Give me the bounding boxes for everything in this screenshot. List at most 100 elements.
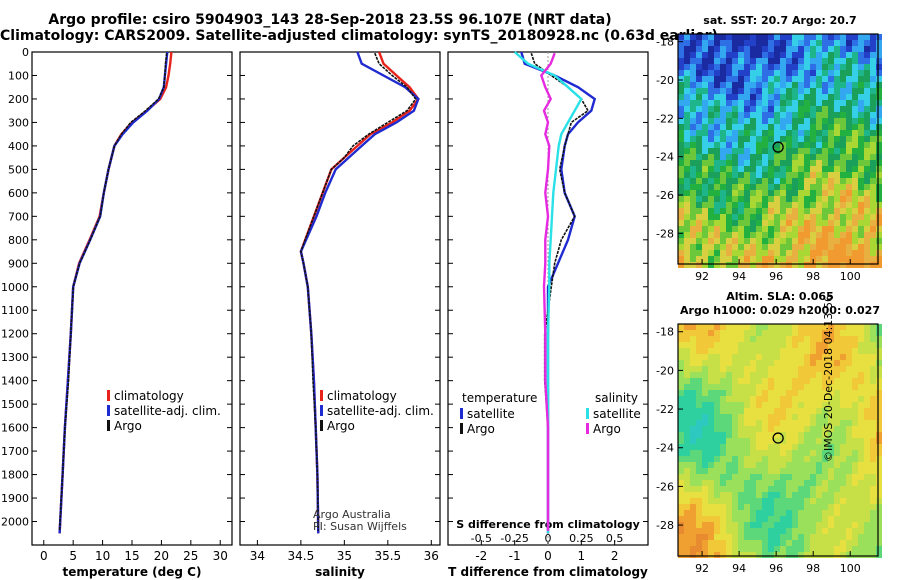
map-pixel: [840, 444, 846, 450]
map-pixel: [714, 540, 720, 546]
map-pixel: [696, 474, 702, 480]
map-pixel: [840, 142, 846, 148]
map-pixel: [702, 492, 708, 498]
map-pixel: [756, 238, 762, 244]
map-pixel: [744, 154, 750, 160]
map-pixel: [828, 148, 834, 154]
map-pixel: [762, 112, 768, 118]
map-pixel: [744, 130, 750, 136]
map-pixel: [720, 456, 726, 462]
map-pixel: [732, 196, 738, 202]
map-pixel: [810, 262, 816, 268]
map-pixel: [696, 142, 702, 148]
map-pixel: [858, 136, 864, 142]
map-pixel: [708, 238, 714, 244]
map-pixel: [690, 106, 696, 112]
legend-swatch: [460, 423, 463, 434]
map-pixel: [816, 324, 822, 330]
map-pixel: [852, 510, 858, 516]
map-pixel: [732, 88, 738, 94]
map-pixel: [744, 166, 750, 172]
map-pixel: [726, 438, 732, 444]
map-pixel: [786, 100, 792, 106]
map-pixel: [858, 480, 864, 486]
map-pixel: [702, 238, 708, 244]
sst-x-tick-label: 94: [732, 270, 746, 283]
map-pixel: [840, 414, 846, 420]
map-pixel: [696, 184, 702, 190]
map-pixel: [840, 118, 846, 124]
map-pixel: [726, 378, 732, 384]
map-pixel: [726, 76, 732, 82]
map-pixel: [768, 178, 774, 184]
map-pixel: [690, 250, 696, 256]
map-pixel: [822, 324, 828, 330]
map-pixel: [858, 100, 864, 106]
map-pixel: [840, 426, 846, 432]
map-pixel: [870, 498, 876, 504]
map-pixel: [810, 324, 816, 330]
map-pixel: [840, 516, 846, 522]
map-pixel: [870, 474, 876, 480]
map-pixel: [846, 136, 852, 142]
map-pixel: [708, 184, 714, 190]
map-pixel: [750, 136, 756, 142]
map-pixel: [846, 444, 852, 450]
map-pixel: [684, 396, 690, 402]
map-pixel: [774, 94, 780, 100]
map-pixel: [864, 142, 870, 148]
map-pixel: [684, 420, 690, 426]
map-pixel: [834, 504, 840, 510]
map-pixel: [744, 58, 750, 64]
map-pixel: [798, 540, 804, 546]
map-pixel: [732, 432, 738, 438]
map-pixel: [750, 414, 756, 420]
map-pixel: [810, 480, 816, 486]
map-pixel: [858, 46, 864, 52]
map-pixel: [780, 450, 786, 456]
map-pixel: [792, 106, 798, 112]
x-tick-label-salinity: 35: [337, 549, 352, 563]
map-pixel: [840, 462, 846, 468]
map-pixel: [840, 486, 846, 492]
map-pixel: [828, 238, 834, 244]
map-pixel: [684, 94, 690, 100]
map-pixel: [840, 262, 846, 268]
map-pixel: [744, 202, 750, 208]
map-pixel: [840, 498, 846, 504]
map-pixel: [810, 474, 816, 480]
map-pixel: [750, 232, 756, 238]
map-pixel: [762, 250, 768, 256]
map-pixel: [678, 190, 684, 196]
map-pixel: [702, 136, 708, 142]
map-pixel: [786, 64, 792, 70]
map-pixel: [870, 330, 876, 336]
map-pixel: [870, 372, 876, 378]
map-pixel: [816, 166, 822, 172]
map-pixel: [762, 438, 768, 444]
map-pixel: [840, 112, 846, 118]
map-pixel: [702, 142, 708, 148]
map-pixel: [870, 208, 876, 214]
map-pixel: [762, 232, 768, 238]
map-pixel: [798, 262, 804, 268]
map-pixel: [840, 504, 846, 510]
map-pixel: [822, 408, 828, 414]
map-pixel: [870, 166, 876, 172]
map-pixel: [702, 372, 708, 378]
map-pixel: [702, 336, 708, 342]
map-pixel: [858, 70, 864, 76]
map-pixel: [846, 456, 852, 462]
map-pixel: [690, 148, 696, 154]
map-pixel: [744, 396, 750, 402]
map-pixel: [858, 202, 864, 208]
map-pixel: [786, 196, 792, 202]
map-pixel: [804, 534, 810, 540]
map-pixel: [714, 324, 720, 330]
map-pixel: [816, 250, 822, 256]
map-pixel: [726, 456, 732, 462]
map-pixel: [804, 76, 810, 82]
map-pixel: [702, 522, 708, 528]
map-pixel: [840, 438, 846, 444]
map-pixel: [828, 456, 834, 462]
